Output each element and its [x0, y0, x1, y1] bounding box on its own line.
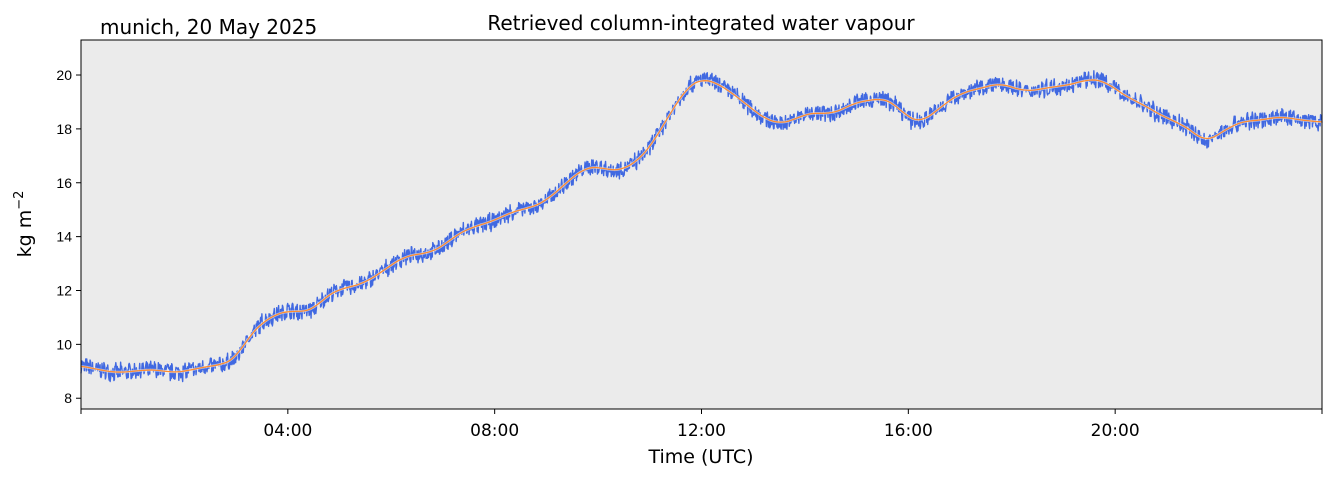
- y-axis-label: kg m−2: [12, 191, 36, 258]
- y-tick-label: 10: [56, 336, 72, 352]
- plot-area: [81, 40, 1322, 409]
- chart-title: Retrieved column-integrated water vapour: [487, 11, 915, 35]
- y-tick-label: 12: [56, 282, 72, 298]
- y-tick-label: 16: [56, 175, 72, 191]
- series-smooth-line: [80, 79, 1323, 373]
- x-axis: 04:00 08:00 12:00 16:00 20:00: [80, 409, 1323, 441]
- y-axis: 8 10 12 14 16 18 20: [56, 67, 81, 406]
- y-axis-label-exponent: −2: [12, 191, 27, 210]
- x-tick-label: 12:00: [677, 421, 726, 441]
- y-tick-label: 18: [56, 121, 72, 137]
- y-tick-label: 14: [56, 229, 72, 245]
- series-layer: [80, 70, 1323, 383]
- y-axis-label-main: kg m: [14, 210, 36, 258]
- y-tick-label: 20: [56, 67, 72, 83]
- x-tick-label: 04:00: [263, 421, 312, 441]
- chart-subtitle: munich, 20 May 2025: [100, 15, 317, 39]
- x-tick-label: 20:00: [1091, 421, 1140, 441]
- x-tick-label: 08:00: [470, 421, 519, 441]
- x-tick-label: 16:00: [884, 421, 933, 441]
- x-axis-label: Time (UTC): [647, 446, 753, 468]
- y-tick-label: 8: [64, 390, 72, 406]
